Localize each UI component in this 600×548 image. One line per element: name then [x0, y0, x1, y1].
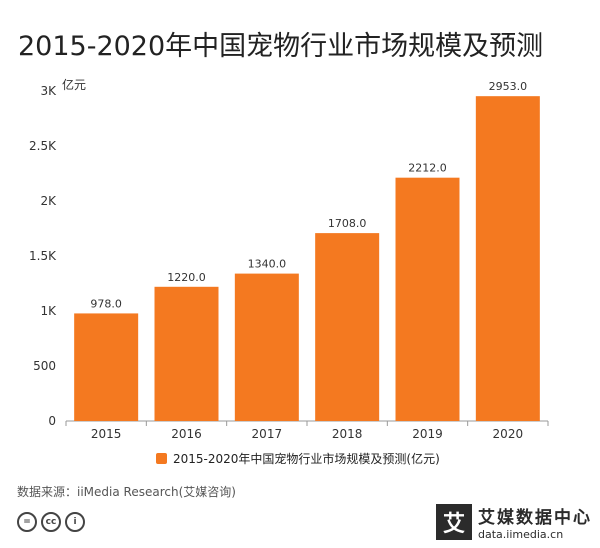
- legend-swatch: [156, 453, 167, 464]
- chart-title: 2015-2020年中国宠物行业市场规模及预测: [18, 31, 544, 62]
- data-label: 2953.0: [489, 80, 528, 93]
- brand-url: data.iimedia.cn: [478, 528, 564, 541]
- brand-name: 艾媒数据中心: [478, 508, 592, 528]
- cc-icon: cc: [41, 512, 61, 532]
- cc-by-icon: i: [65, 512, 85, 532]
- bar: [315, 233, 380, 421]
- cc-nd-icon: =: [17, 512, 37, 532]
- y-tick-label: 2.5K: [29, 139, 57, 153]
- legend: 2015-2020年中国宠物行业市场规模及预测(亿元): [156, 450, 440, 467]
- y-tick-label: 2K: [40, 194, 57, 208]
- brand-logo: 艾 艾媒数据中心 data.iimedia.cn: [436, 503, 592, 541]
- data-label: 1708.0: [328, 217, 367, 230]
- y-tick-label: 1K: [40, 304, 57, 318]
- x-tick-label: 2018: [332, 427, 363, 441]
- data-label: 978.0: [90, 297, 122, 310]
- bar: [395, 177, 460, 421]
- data-label: 1340.0: [248, 258, 287, 271]
- bar: [475, 96, 540, 422]
- y-tick-label: 1.5K: [29, 249, 57, 263]
- data-label: 1220.0: [167, 271, 206, 284]
- x-tick-label: 2017: [252, 427, 283, 441]
- x-tick-label: 2016: [171, 427, 202, 441]
- bar: [154, 286, 219, 421]
- brand-mark-icon: 艾: [436, 504, 472, 540]
- bar: [234, 273, 299, 421]
- bar-chart: 0 500 1K 1.5K 2K 2.5K 3K 978.0 2015 1220.0 2016 134…: [29, 80, 549, 441]
- y-tick-label: 0: [48, 414, 56, 428]
- y-tick-label: 500: [33, 359, 56, 373]
- bar: [74, 313, 139, 421]
- x-tick-label: 2020: [493, 427, 524, 441]
- legend-label: 2015-2020年中国宠物行业市场规模及预测(亿元): [173, 452, 440, 466]
- license-icons: = cc i: [17, 512, 85, 532]
- y-axis-unit-label: 亿元: [62, 78, 87, 92]
- x-tick-label: 2015: [91, 427, 122, 441]
- source-note: 数据来源：iiMedia Research(艾媒咨询): [17, 485, 236, 499]
- data-label: 2212.0: [408, 162, 447, 175]
- y-tick-label: 3K: [40, 84, 57, 98]
- x-tick-label: 2019: [412, 427, 443, 441]
